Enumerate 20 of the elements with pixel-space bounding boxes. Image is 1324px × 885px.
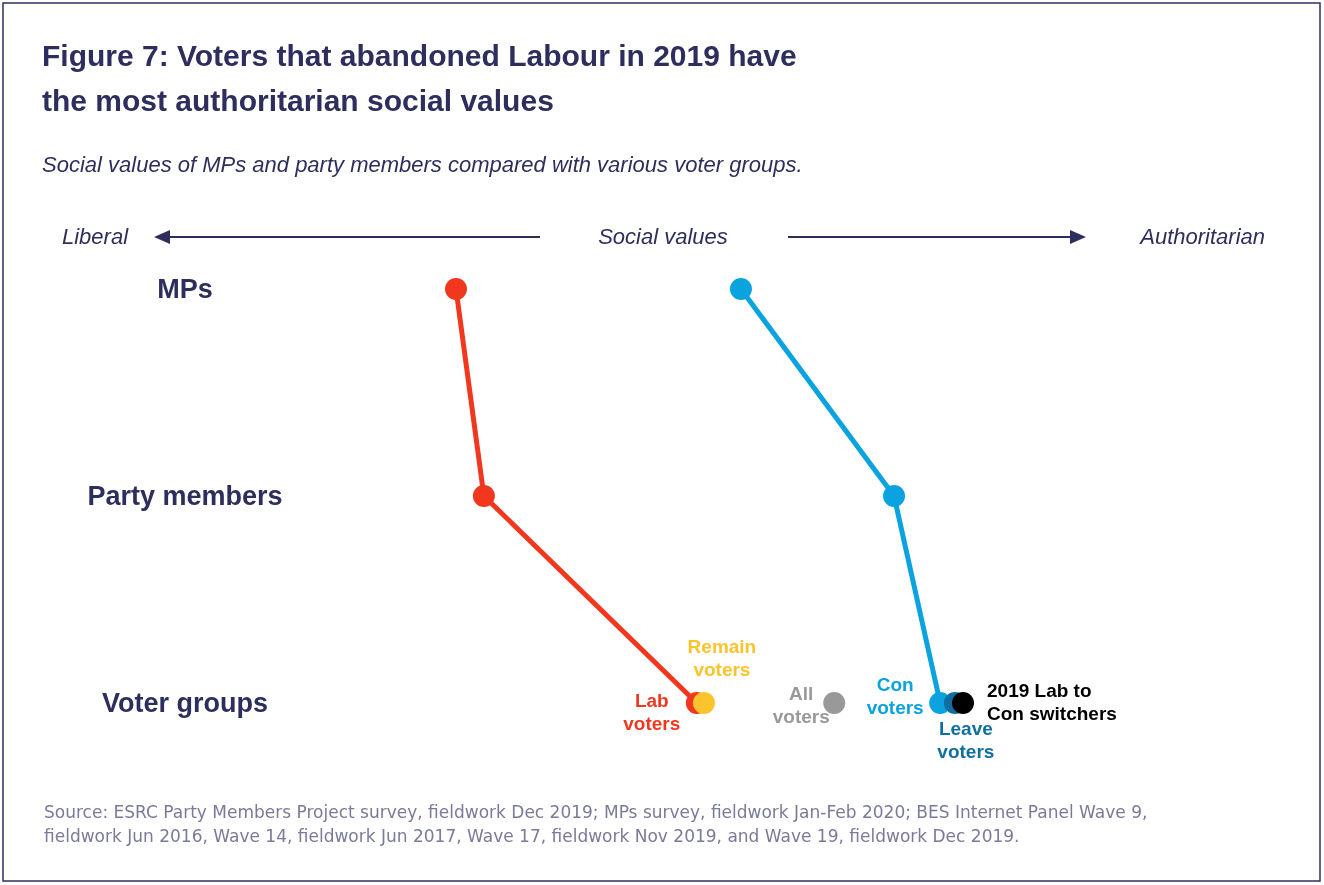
series-label: Con voters (866, 674, 924, 718)
text: Liberal (62, 224, 130, 249)
point (952, 692, 974, 714)
point (883, 485, 906, 507)
series-label: 2019 Lab to Con switchers (987, 680, 1117, 724)
y-tick-label: MPs (157, 274, 213, 304)
point (729, 278, 752, 300)
y-tick-label: Voter groups (101, 688, 269, 718)
series-label: Remain voters (687, 636, 757, 680)
series-label: All voters (772, 683, 830, 727)
point (445, 278, 467, 300)
annotation: Source: ESRC Party Members Project survey, fieldwork Dec 2019; MPs survey, fieldwork Jan-Feb 2020; BES Internet Panel Wave 9, fieldwork Jun 2016, Wave 14, fieldwork Jun 2017, Wave 17, fieldwork Nov 2019, and Wave 19, fieldwork Dec 2019. (44, 802, 1148, 846)
point (692, 692, 715, 714)
text: Authoritarian (1138, 224, 1265, 249)
chart-subtitle: Social values of MPs and party members compared with various voter groups. (42, 152, 803, 177)
point (472, 485, 495, 507)
y-tick-label: Party members (87, 481, 283, 511)
chart-title: Figure 7: Voters that abandoned Labour in 2019 have the most authoritarian social values (42, 39, 797, 117)
x-axis-title: Social values (598, 224, 728, 249)
series-label: Lab voters (623, 690, 681, 734)
